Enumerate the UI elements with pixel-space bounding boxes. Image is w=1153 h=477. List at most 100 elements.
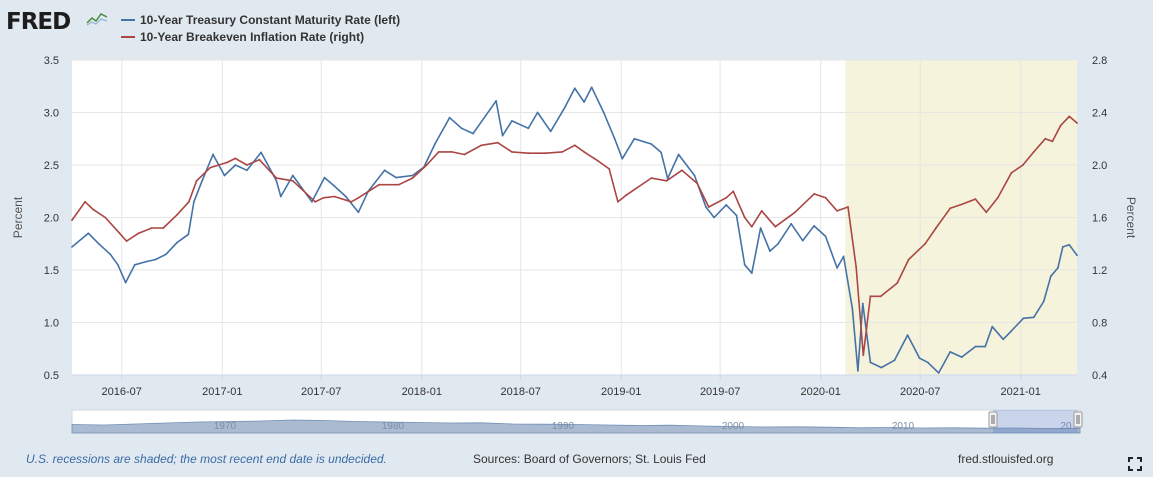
data-point — [1068, 115, 1071, 118]
data-point — [862, 354, 865, 357]
data-point — [109, 253, 112, 256]
data-point — [97, 242, 100, 245]
data-point — [145, 260, 148, 263]
data-point — [279, 195, 282, 198]
ytick-left-label: 3.0 — [44, 108, 59, 120]
data-point — [949, 351, 952, 353]
data-point — [855, 266, 858, 269]
data-point — [633, 137, 636, 140]
ytick-left-label: 0.5 — [44, 370, 59, 382]
xtick-label: 2017-01 — [202, 386, 242, 398]
navigator-selection[interactable] — [993, 410, 1078, 433]
data-point — [974, 345, 977, 348]
data-point — [193, 200, 195, 203]
navigator-label: 1990 — [552, 421, 575, 432]
data-point — [985, 211, 988, 214]
data-point — [750, 225, 753, 228]
data-point — [549, 130, 552, 133]
data-point — [527, 127, 530, 130]
data-point — [480, 144, 483, 147]
data-point — [209, 166, 212, 169]
ytick-right-label: 1.2 — [1092, 265, 1107, 277]
data-point — [460, 127, 463, 130]
data-point — [613, 137, 616, 140]
data-point — [705, 206, 707, 208]
data-point — [693, 174, 696, 177]
chart-header: FRED 10-Year Treasury Constant Maturity … — [0, 0, 1153, 56]
fred-logo[interactable]: FRED — [6, 9, 71, 35]
data-point — [801, 239, 804, 242]
data-point — [333, 185, 336, 187]
data-point — [536, 111, 539, 114]
data-point — [743, 263, 746, 266]
data-point — [713, 216, 715, 219]
data-point — [1002, 338, 1005, 341]
data-point — [314, 200, 317, 203]
data-point — [397, 183, 400, 186]
xtick-label: 2020-07 — [900, 386, 940, 398]
legend-swatch-breakeven — [121, 35, 135, 38]
ytick-right-label: 2.8 — [1092, 55, 1107, 67]
data-point — [1057, 267, 1059, 269]
data-point — [133, 263, 136, 266]
data-point — [777, 242, 779, 245]
ytick-left-label: 1.0 — [44, 318, 59, 330]
data-point — [774, 225, 777, 228]
legend-swatch-treasury — [121, 18, 135, 21]
data-point — [573, 87, 576, 90]
data-point — [991, 325, 994, 328]
data-point — [759, 227, 762, 229]
site-link[interactable]: fred.stlouisfed.org — [958, 452, 1054, 466]
navigator-label: 1970 — [214, 421, 237, 432]
data-point — [790, 222, 793, 225]
data-point — [448, 116, 451, 119]
data-point — [1032, 316, 1035, 319]
navigator-handle-right[interactable] — [1073, 411, 1083, 428]
data-point — [84, 200, 86, 203]
data-point — [322, 196, 325, 199]
data-point — [124, 281, 127, 284]
data-point — [1051, 140, 1054, 143]
ytick-left-label: 3.5 — [44, 55, 59, 67]
data-point — [842, 255, 845, 258]
data-point — [463, 153, 466, 156]
data-point — [907, 258, 910, 261]
data-point — [665, 179, 668, 182]
legend-item-treasury[interactable]: 10-Year Treasury Constant Maturity Rate … — [121, 11, 400, 28]
chart-svg[interactable]: 0.5 1.0 1.5 2.0 2.5 3.0 3.5 0.4 0.8 1.2 1.6 2.0 2.4 2… — [0, 0, 1153, 448]
legend-item-breakeven[interactable]: 10-Year Breakeven Inflation Rate (right) — [121, 28, 400, 45]
sources-text: Sources: Board of Governors; St. Louis F… — [473, 452, 706, 466]
data-point — [411, 174, 414, 177]
ytick-left-label: 2.5 — [44, 160, 59, 172]
data-point — [937, 372, 940, 374]
navigator-handle-left[interactable] — [988, 411, 998, 428]
data-point — [323, 176, 326, 179]
data-point — [573, 144, 576, 147]
data-point — [984, 345, 987, 348]
data-point — [71, 246, 73, 248]
xtick-label: 2018-07 — [500, 386, 540, 398]
data-point — [960, 356, 963, 358]
data-point — [527, 152, 530, 155]
data-point — [357, 196, 360, 199]
ytick-right-label: 0.8 — [1092, 318, 1107, 330]
data-point — [1076, 122, 1078, 124]
data-point — [847, 206, 849, 208]
data-point — [681, 169, 683, 172]
data-point — [195, 179, 198, 182]
data-point — [188, 200, 190, 203]
data-point — [275, 179, 278, 182]
data-point — [935, 227, 937, 229]
ytick-right-label: 0.4 — [1092, 370, 1107, 382]
data-point — [137, 232, 140, 235]
data-point — [1061, 246, 1064, 248]
data-point — [1022, 164, 1024, 166]
data-point — [1059, 124, 1062, 127]
fullscreen-icon[interactable] — [1128, 457, 1142, 471]
data-point — [1010, 330, 1013, 332]
ytick-right-label: 2.0 — [1092, 160, 1107, 172]
data-point — [893, 359, 896, 362]
data-point — [425, 164, 428, 166]
data-point — [544, 152, 547, 155]
data-point — [187, 233, 190, 236]
